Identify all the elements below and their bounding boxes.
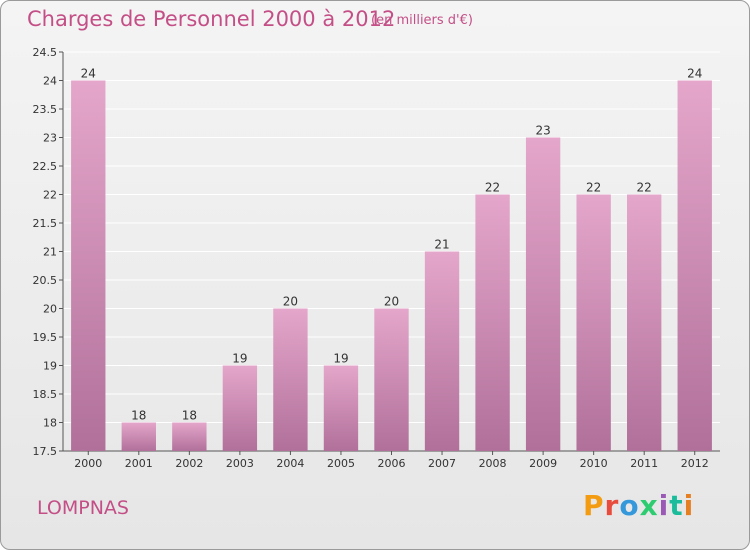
y-tick-label: 20.5	[33, 274, 58, 287]
bar-2007	[424, 251, 460, 451]
bars	[71, 80, 712, 451]
x-tick-label: 2012	[681, 457, 709, 470]
data-label: 22	[485, 181, 500, 195]
bar-2006	[374, 308, 409, 451]
data-label: 19	[232, 352, 247, 366]
logo-letter: i	[683, 489, 695, 522]
x-tick-label: 2008	[479, 457, 507, 470]
data-label: 23	[535, 124, 550, 138]
y-tick-label: 21	[43, 246, 57, 259]
bar-2011	[627, 194, 662, 451]
proxiti-logo[interactable]: Proxiti	[583, 489, 694, 522]
x-tick-label: 2010	[580, 457, 608, 470]
logo-letter: i	[658, 489, 670, 522]
x-tick-label: 2003	[226, 457, 254, 470]
y-tick-label: 24.5	[33, 46, 58, 59]
bar-2000	[71, 80, 106, 451]
bar-2002	[172, 422, 207, 451]
bar-2003	[222, 365, 258, 451]
commune-name: LOMPNAS	[37, 497, 129, 519]
y-tick-label: 22.5	[33, 160, 58, 173]
x-tick-label: 2004	[276, 457, 304, 470]
data-label: 22	[637, 181, 652, 195]
data-label: 20	[384, 295, 399, 309]
data-label: 19	[333, 352, 348, 366]
data-label: 22	[586, 181, 601, 195]
data-label: 20	[283, 295, 298, 309]
x-tick-label: 2001	[125, 457, 153, 470]
y-tick-label: 23	[43, 132, 57, 145]
page-subtitle: (en milliers d'€)	[371, 13, 473, 28]
x-tick-label: 2005	[327, 457, 355, 470]
data-label: 18	[182, 409, 197, 423]
bar-2001	[121, 422, 156, 451]
y-tick-label: 18.5	[33, 388, 58, 401]
logo-letter: x	[639, 489, 659, 522]
page-title: Charges de Personnel 2000 à 2012	[27, 7, 396, 31]
data-label: 21	[434, 238, 449, 252]
data-label: 24	[81, 67, 96, 81]
data-label: 18	[131, 409, 146, 423]
bar-2010	[576, 194, 611, 451]
logo-letter: t	[669, 489, 684, 522]
logo-letter: P	[583, 489, 605, 522]
y-tick-label: 18	[43, 417, 57, 430]
x-tick-label: 2006	[378, 457, 406, 470]
bar-2008	[475, 194, 510, 451]
data-label: 24	[687, 67, 702, 81]
y-tick-label: 20	[43, 303, 57, 316]
y-tick-label: 23.5	[33, 103, 58, 116]
bar-2009	[525, 137, 561, 451]
labels: 17.5 18 18.5 19 19.5 20 20.5 21 21.5 22 22.5 23 23.5…	[33, 46, 709, 470]
y-tick-label: 24	[43, 75, 57, 88]
x-tick-label: 2002	[175, 457, 203, 470]
bar-2004	[273, 308, 308, 451]
x-tick-label: 2011	[630, 457, 658, 470]
logo-letter: o	[619, 489, 640, 522]
x-tick-label: 2000	[74, 457, 102, 470]
y-tick-label: 17.5	[33, 445, 58, 458]
x-tick-label: 2009	[529, 457, 557, 470]
y-tick-label: 21.5	[33, 217, 58, 230]
y-tick-label: 22	[43, 189, 57, 202]
x-tick-label: 2007	[428, 457, 456, 470]
y-tick-label: 19.5	[33, 331, 58, 344]
logo-letter: r	[604, 489, 620, 522]
bar-2012	[677, 80, 712, 451]
y-tick-label: 19	[43, 360, 57, 373]
bar-2005	[323, 365, 359, 451]
